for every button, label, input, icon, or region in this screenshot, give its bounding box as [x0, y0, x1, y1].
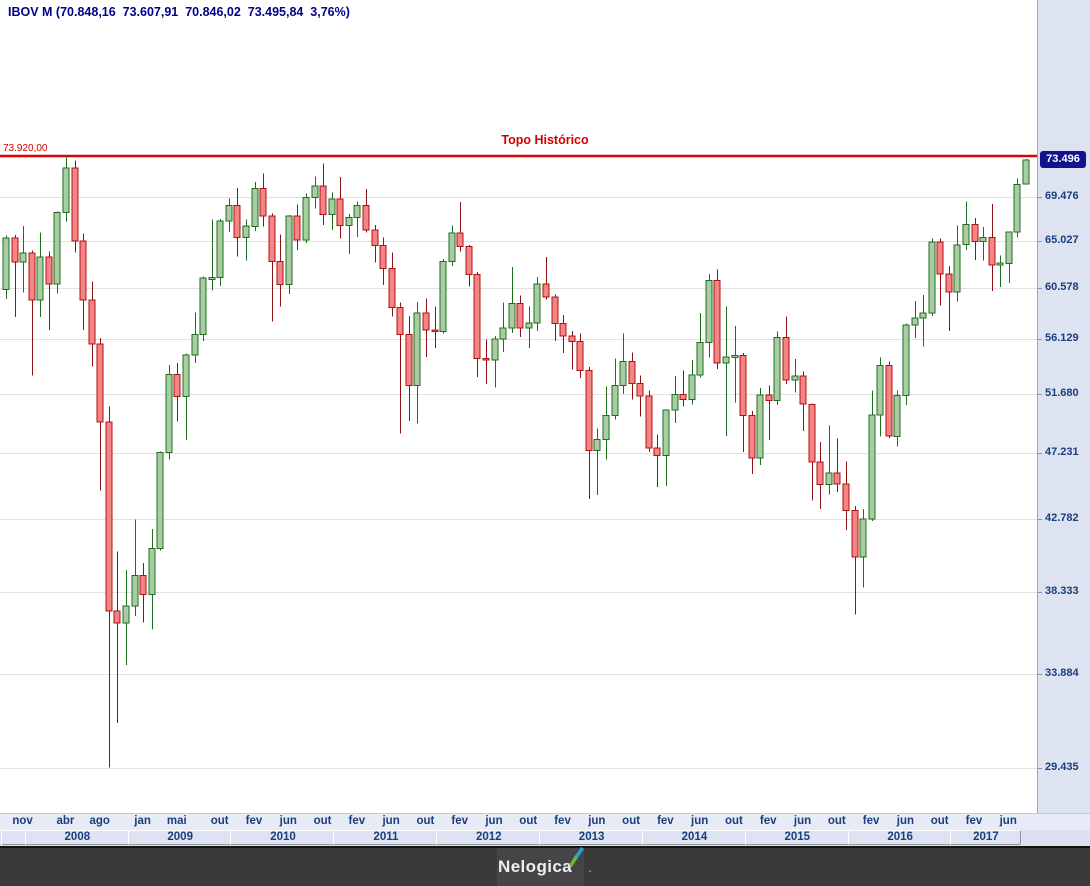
month-label-out: out — [313, 815, 332, 827]
chart-title: IBOV M (70.848,16 73.607,91 70.846,02 73… — [8, 5, 350, 19]
footer-logo-panel — [497, 848, 584, 886]
month-label-jun: jun — [588, 815, 606, 827]
time-axis-years[interactable]: 2008 2009 2010 2011 2012 2013 2014 2015 2016 2017 — [0, 830, 1090, 846]
month-label-out: out — [725, 815, 743, 827]
month-label-jun: jun — [485, 815, 503, 827]
year-cell-2014[interactable]: 2014 — [641, 830, 748, 845]
month-label-out: out — [416, 815, 435, 827]
brand-wordmark: Nelogica — [498, 857, 573, 876]
current-price-tag: 73.496 — [1040, 151, 1086, 169]
price-axis-label: 56.129 — [1045, 331, 1079, 344]
price-axis-label: 65.027 — [1045, 234, 1079, 247]
price-axis-tick-mark — [1038, 453, 1042, 454]
brand-logo: Nelogica . — [0, 846, 1090, 886]
annotation-label[interactable]: Topo Histórico — [501, 132, 589, 147]
month-label-jun: jun — [279, 815, 297, 827]
price-axis-tick-mark — [1038, 241, 1042, 242]
price-axis-tick-mark — [1038, 197, 1042, 198]
month-label-out: out — [622, 815, 641, 827]
year-cell-2016[interactable]: 2016 — [847, 830, 953, 845]
year-cell-blank[interactable] — [1, 830, 28, 845]
price-axis-label: 33.884 — [1045, 667, 1079, 680]
price-axis-label: 47.231 — [1045, 446, 1079, 459]
price-axis-tick-mark — [1038, 519, 1042, 520]
year-cell-2015[interactable]: 2015 — [744, 830, 850, 845]
month-label-out: out — [519, 815, 538, 827]
price-axis-tick-mark — [1038, 339, 1042, 340]
month-label-mai: mai — [166, 815, 187, 827]
month-label-out: out — [827, 815, 846, 827]
price-axis[interactable]: 73.496 69.476 65.027 60.578 56.129 51.680 47.… — [1037, 0, 1090, 813]
year-cell-2012[interactable]: 2012 — [436, 830, 542, 845]
price-axis-label: 51.680 — [1045, 386, 1079, 399]
price-axis-label: 60.578 — [1045, 281, 1079, 294]
price-axis-tick-mark — [1038, 288, 1042, 289]
price-axis-tick-mark — [1038, 768, 1042, 769]
time-axis-months[interactable]: nov abr ago jan mai out fev jun out fev jun out fev j… — [0, 813, 1090, 830]
chart-plot-area[interactable]: IBOV M (70.848,16 73.607,91 70.846,02 73… — [0, 0, 1037, 813]
axis-bottom-divider — [0, 846, 1090, 848]
month-label-ago: ago — [89, 815, 110, 827]
price-axis-tick-mark — [1038, 592, 1042, 593]
price-axis-tick-mark — [1038, 674, 1042, 675]
month-label-fev: fev — [759, 815, 777, 827]
year-cell-2017[interactable]: 2017 — [950, 830, 1022, 845]
month-label-fev: fev — [965, 815, 983, 827]
month-label-jun: jun — [896, 815, 914, 827]
month-label-jun: jun — [382, 815, 400, 827]
month-label-jun: jun — [691, 815, 709, 827]
price-axis-label: 38.333 — [1045, 585, 1079, 598]
price-axis-label: 29.435 — [1045, 760, 1079, 773]
annotation-price-label: 73.920,00 — [3, 142, 48, 154]
year-cell-2011[interactable]: 2011 — [333, 830, 439, 845]
month-label-fev: fev — [245, 815, 263, 827]
month-label-fev: fev — [554, 815, 571, 827]
lightning-bolt-icon — [569, 846, 585, 872]
year-cell-2013[interactable]: 2013 — [538, 830, 645, 845]
brand-dot: . — [588, 859, 592, 875]
month-label-fev: fev — [451, 815, 468, 827]
year-cell-2010[interactable]: 2010 — [230, 830, 336, 845]
month-label-nov: nov — [12, 815, 33, 827]
month-label-fev: fev — [348, 815, 366, 827]
month-label-fev: fev — [657, 815, 674, 827]
month-label-out: out — [930, 815, 949, 827]
month-label-jun: jun — [999, 815, 1017, 827]
year-cell-2008[interactable]: 2008 — [24, 830, 130, 845]
footer-bar: Nelogica . — [0, 846, 1090, 886]
candlestick-canvas[interactable] — [0, 0, 1037, 813]
month-label-fev: fev — [862, 815, 880, 827]
price-axis-label: 42.782 — [1045, 512, 1079, 525]
price-axis-label: 69.476 — [1045, 190, 1079, 203]
month-label-abr: abr — [56, 815, 75, 827]
year-cell-2009[interactable]: 2009 — [127, 830, 233, 845]
month-label-jun: jun — [793, 815, 812, 827]
price-axis-tick-mark — [1038, 394, 1042, 395]
month-label-out: out — [210, 815, 229, 827]
month-label-jan: jan — [134, 815, 151, 827]
